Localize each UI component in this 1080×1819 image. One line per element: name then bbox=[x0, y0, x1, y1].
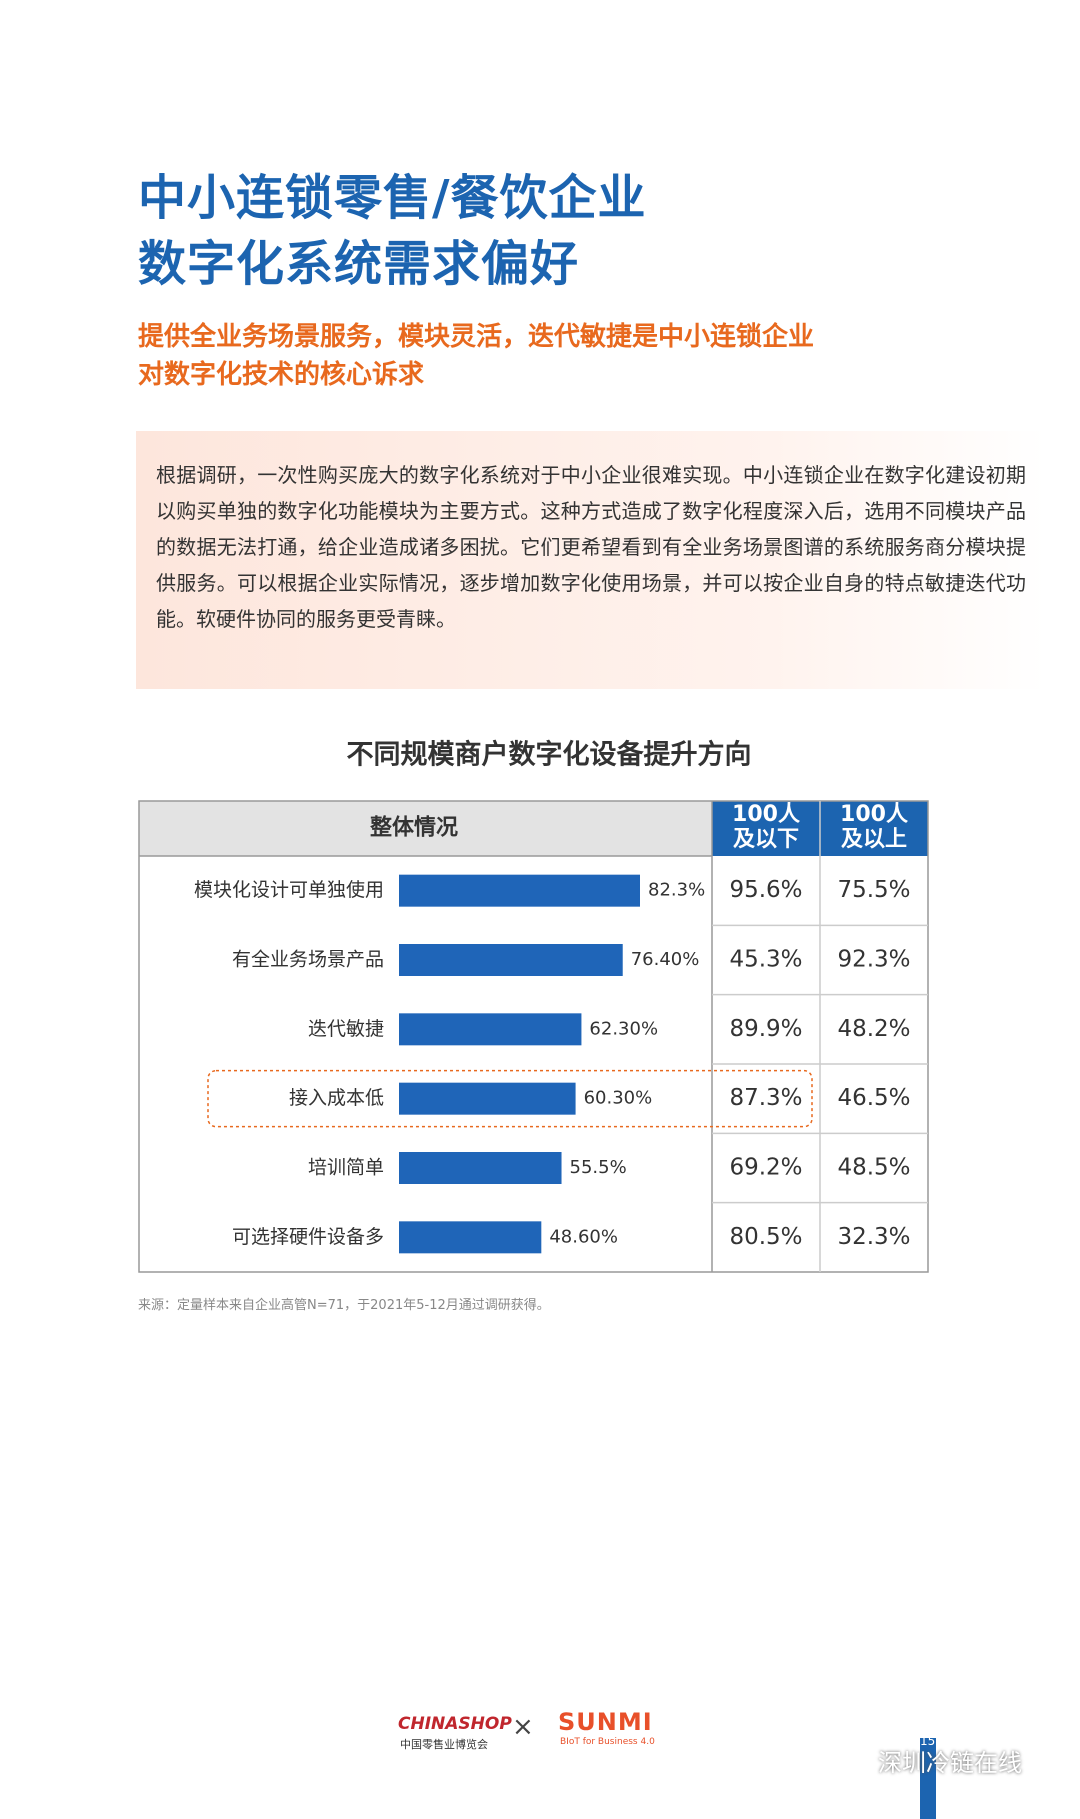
column-header: 及以下 bbox=[733, 827, 799, 852]
frame bbox=[138, 800, 929, 1273]
value-label: 55.5% bbox=[570, 1157, 627, 1178]
value-label: 62.30% bbox=[589, 1018, 658, 1039]
table-cell: 45.3% bbox=[729, 947, 802, 973]
page-bar bbox=[920, 1738, 936, 1819]
table-cell: 89.9% bbox=[729, 1016, 802, 1042]
table-cell: 75.5% bbox=[837, 877, 910, 903]
logo-left: CHINASHOP bbox=[398, 1714, 512, 1734]
logo-left-sub: 中国零售业博览会 bbox=[400, 1738, 488, 1751]
highlight bbox=[207, 1069, 813, 1128]
column-header: 及以上 bbox=[841, 827, 907, 852]
bar bbox=[399, 874, 640, 907]
bar bbox=[399, 1013, 582, 1046]
table-cell: 80.5% bbox=[729, 1224, 802, 1250]
chart: 不同规模商户数字化设备提升方向整体情况100人及以下100人及以上模块化设计可单… bbox=[138, 739, 929, 1273]
logo-right: SUNMI bbox=[558, 1708, 653, 1736]
page-number: 15 bbox=[920, 1734, 936, 1748]
value-label: 60.30% bbox=[584, 1088, 653, 1109]
table-cell: 48.5% bbox=[837, 1155, 910, 1181]
category-label: 可选择硬件设备多 bbox=[232, 1226, 384, 1248]
separator: × bbox=[512, 1712, 534, 1742]
column-header: 100人 bbox=[840, 802, 908, 827]
table-cell: 92.3% bbox=[837, 947, 910, 973]
table-cell: 87.3% bbox=[729, 1085, 802, 1111]
table-cell: 46.5% bbox=[837, 1085, 910, 1111]
header-label: 整体情况 bbox=[370, 815, 458, 841]
bar bbox=[399, 944, 623, 976]
category-label: 迭代敏捷 bbox=[308, 1018, 384, 1040]
paragraph: 根据调研，一次性购买庞大的数字化系统对于中小企业很难实现。中小连锁企业在数字化建… bbox=[136, 431, 1046, 689]
table-cell: 32.3% bbox=[837, 1224, 910, 1250]
logo-right-sub: BIoT for Business 4.0 bbox=[560, 1737, 655, 1747]
subtitle-line: 对数字化技术的核心诉求 bbox=[138, 360, 425, 390]
bar bbox=[399, 1082, 576, 1115]
category-label: 接入成本低 bbox=[289, 1087, 384, 1109]
title-line: 中小连锁零售/餐饮企业 bbox=[138, 170, 647, 226]
bar bbox=[399, 1221, 542, 1254]
table-cell: 48.2% bbox=[837, 1016, 910, 1042]
category-label: 培训简单 bbox=[308, 1157, 384, 1179]
value-label: 48.60% bbox=[549, 1226, 618, 1247]
bar bbox=[399, 1152, 562, 1184]
table-cell: 95.6% bbox=[729, 877, 802, 903]
value-label: 82.3% bbox=[648, 880, 705, 901]
chart-title: 不同规模商户数字化设备提升方向 bbox=[347, 739, 752, 771]
source: 来源：定量样本来自企业高管N=71，于2021年5-12月通过调研获得。 bbox=[138, 1298, 550, 1313]
category-label: 模块化设计可单独使用 bbox=[194, 879, 384, 901]
table-cell: 69.2% bbox=[729, 1155, 802, 1181]
header-bg bbox=[139, 801, 712, 856]
value-label: 76.40% bbox=[631, 949, 700, 970]
watermark: 深圳冷链在线 bbox=[878, 1749, 1022, 1777]
subtitle-line: 提供全业务场景服务，模块灵活，迭代敏捷是中小连锁企业 bbox=[138, 322, 815, 352]
category-label: 有全业务场景产品 bbox=[232, 949, 384, 971]
column-header: 100人 bbox=[732, 802, 800, 827]
title-line: 数字化系统需求偏好 bbox=[138, 236, 580, 292]
